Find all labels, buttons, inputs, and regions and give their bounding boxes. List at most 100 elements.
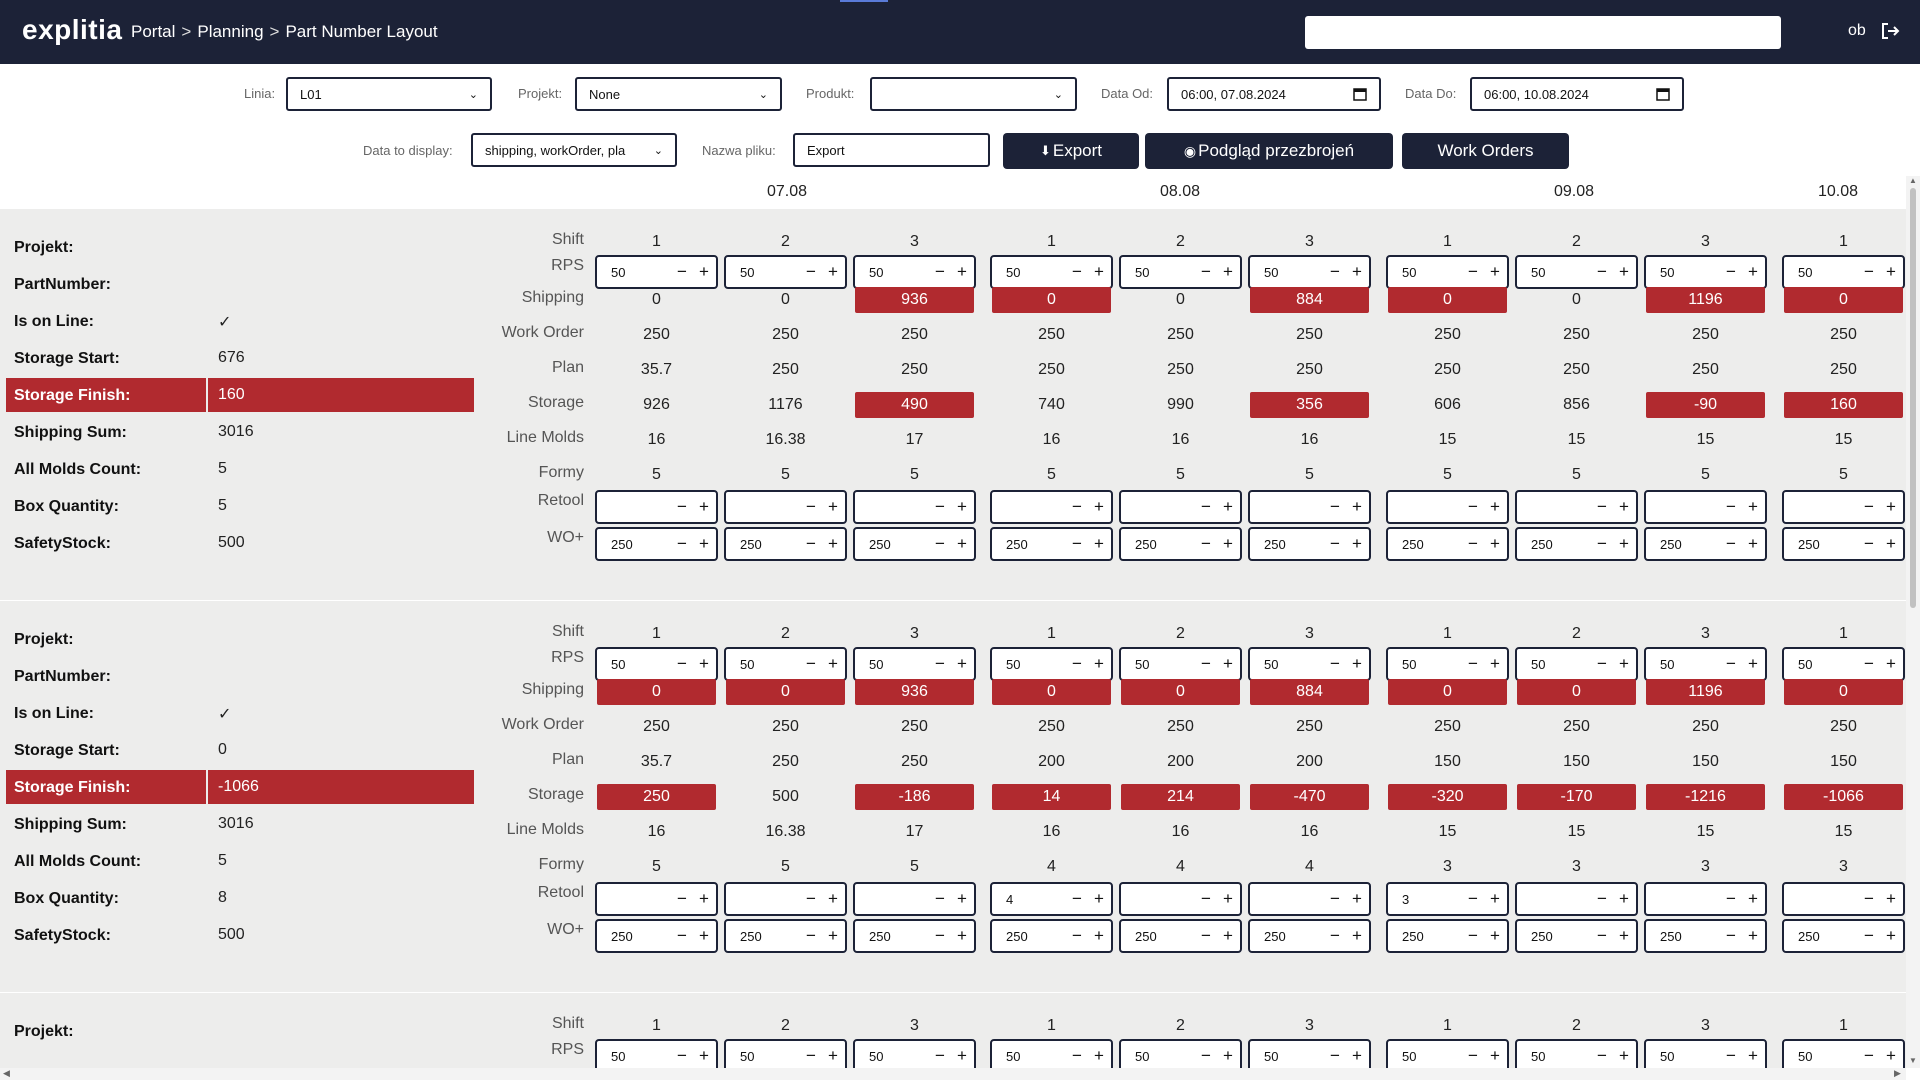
scroll-up-icon[interactable]: ▲ — [1909, 176, 1917, 185]
rps-value[interactable]: 50 — [740, 265, 755, 280]
retool-stepper[interactable]: − + — [1782, 490, 1905, 524]
plus-icon[interactable]: + — [1748, 1046, 1758, 1065]
minus-icon[interactable]: − — [677, 889, 687, 908]
plus-icon[interactable]: + — [1490, 1046, 1500, 1065]
plus-icon[interactable]: + — [699, 654, 709, 673]
retool-value[interactable]: 3 — [1402, 892, 1410, 907]
rps-value[interactable]: 50 — [1006, 657, 1021, 672]
plus-icon[interactable]: + — [699, 889, 709, 908]
rps-value[interactable]: 50 — [1006, 265, 1021, 280]
scrollbar-thumb[interactable] — [1910, 188, 1916, 608]
rps-value[interactable]: 50 — [869, 265, 884, 280]
wo-value[interactable]: 250 — [1264, 537, 1286, 552]
wo-stepper[interactable]: 250 − + — [595, 919, 718, 953]
minus-icon[interactable]: − — [1468, 534, 1478, 553]
rps-value[interactable]: 50 — [1660, 265, 1675, 280]
calendar-icon[interactable] — [1656, 87, 1670, 101]
plus-icon[interactable]: + — [1094, 1046, 1104, 1065]
wo-stepper[interactable]: 250 − + — [990, 527, 1113, 561]
rps-value[interactable]: 50 — [1531, 1049, 1546, 1064]
plus-icon[interactable]: + — [1619, 926, 1629, 945]
minus-icon[interactable]: − — [677, 262, 687, 281]
retool-value[interactable]: 4 — [1006, 892, 1014, 907]
wo-value[interactable]: 250 — [740, 929, 762, 944]
plus-icon[interactable]: + — [1094, 497, 1104, 516]
breadcrumb-portal[interactable]: Portal — [131, 22, 176, 41]
minus-icon[interactable]: − — [1597, 262, 1607, 281]
rps-stepper[interactable]: 50 − + — [1386, 1039, 1509, 1068]
minus-icon[interactable]: − — [1726, 497, 1736, 516]
minus-icon[interactable]: − — [1330, 262, 1340, 281]
plus-icon[interactable]: + — [699, 1046, 709, 1065]
retool-stepper[interactable]: − + — [1119, 490, 1242, 524]
plus-icon[interactable]: + — [1886, 497, 1896, 516]
plus-icon[interactable]: + — [1352, 1046, 1362, 1065]
plus-icon[interactable]: + — [699, 534, 709, 553]
plus-icon[interactable]: + — [957, 889, 967, 908]
minus-icon[interactable]: − — [677, 926, 687, 945]
retool-stepper[interactable]: − + — [1248, 882, 1371, 916]
minus-icon[interactable]: − — [935, 926, 945, 945]
wo-stepper[interactable]: 250 − + — [1515, 527, 1638, 561]
minus-icon[interactable]: − — [1468, 889, 1478, 908]
wo-value[interactable]: 250 — [1531, 537, 1553, 552]
minus-icon[interactable]: − — [806, 497, 816, 516]
rps-stepper[interactable]: 50 − + — [1119, 647, 1242, 681]
minus-icon[interactable]: − — [806, 262, 816, 281]
minus-icon[interactable]: − — [935, 889, 945, 908]
plus-icon[interactable]: + — [1748, 889, 1758, 908]
horizontal-scrollbar[interactable]: ◀ ▶ — [0, 1068, 1906, 1080]
rps-stepper[interactable]: 50 − + — [1386, 647, 1509, 681]
rps-value[interactable]: 50 — [740, 657, 755, 672]
rps-stepper[interactable]: 50 − + — [1119, 1039, 1242, 1068]
wo-stepper[interactable]: 250 − + — [1248, 919, 1371, 953]
minus-icon[interactable]: − — [677, 1046, 687, 1065]
rps-stepper[interactable]: 50 − + — [1515, 1039, 1638, 1068]
retool-stepper[interactable]: − + — [1248, 490, 1371, 524]
wo-value[interactable]: 250 — [869, 929, 891, 944]
breadcrumb-planning[interactable]: Planning — [197, 22, 264, 41]
minus-icon[interactable]: − — [806, 534, 816, 553]
minus-icon[interactable]: − — [935, 262, 945, 281]
minus-icon[interactable]: − — [1597, 497, 1607, 516]
minus-icon[interactable]: − — [1597, 654, 1607, 673]
minus-icon[interactable]: − — [1726, 262, 1736, 281]
minus-icon[interactable]: − — [1597, 889, 1607, 908]
minus-icon[interactable]: − — [1330, 889, 1340, 908]
wo-value[interactable]: 250 — [1402, 537, 1424, 552]
plus-icon[interactable]: + — [1886, 926, 1896, 945]
rps-value[interactable]: 50 — [611, 657, 626, 672]
rps-stepper[interactable]: 50 − + — [853, 1039, 976, 1068]
wo-value[interactable]: 250 — [1264, 929, 1286, 944]
minus-icon[interactable]: − — [1072, 534, 1082, 553]
minus-icon[interactable]: − — [677, 497, 687, 516]
rps-value[interactable]: 50 — [1264, 265, 1279, 280]
calendar-icon[interactable] — [1353, 87, 1367, 101]
rps-stepper[interactable]: 50 − + — [724, 647, 847, 681]
wo-stepper[interactable]: 250 − + — [1386, 527, 1509, 561]
minus-icon[interactable]: − — [1201, 497, 1211, 516]
plus-icon[interactable]: + — [1748, 262, 1758, 281]
plus-icon[interactable]: + — [828, 534, 838, 553]
plus-icon[interactable]: + — [828, 889, 838, 908]
minus-icon[interactable]: − — [1072, 926, 1082, 945]
plus-icon[interactable]: + — [1094, 654, 1104, 673]
minus-icon[interactable]: − — [1864, 889, 1874, 908]
wo-stepper[interactable]: 250 − + — [724, 919, 847, 953]
minus-icon[interactable]: − — [1864, 262, 1874, 281]
wo-stepper[interactable]: 250 − + — [1248, 527, 1371, 561]
minus-icon[interactable]: − — [1726, 1046, 1736, 1065]
minus-icon[interactable]: − — [1201, 654, 1211, 673]
wo-stepper[interactable]: 250 − + — [990, 919, 1113, 953]
produkt-select[interactable]: ⌄ — [870, 77, 1077, 111]
data-to-display-select[interactable]: shipping, workOrder, pla ⌄ — [471, 133, 677, 167]
plus-icon[interactable]: + — [699, 497, 709, 516]
rps-stepper[interactable]: 50 − + — [595, 647, 718, 681]
plus-icon[interactable]: + — [1352, 262, 1362, 281]
plus-icon[interactable]: + — [1490, 889, 1500, 908]
retool-stepper[interactable]: − + — [1515, 490, 1638, 524]
plus-icon[interactable]: + — [828, 926, 838, 945]
plus-icon[interactable]: + — [1352, 534, 1362, 553]
app-logo[interactable]: explitia — [22, 14, 123, 45]
plus-icon[interactable]: + — [1490, 534, 1500, 553]
